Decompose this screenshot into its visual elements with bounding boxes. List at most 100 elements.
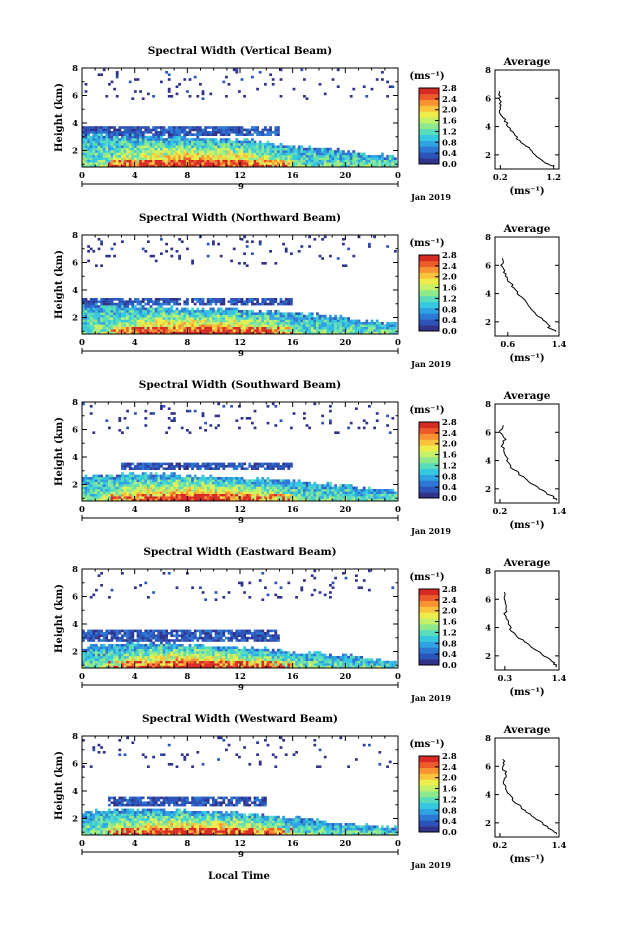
colorbar-unit: (ms⁻¹) <box>409 572 444 583</box>
chart-title: Spectral Width (Westward Beam) <box>142 713 338 725</box>
colorbar-tick-label: 2.0 <box>442 607 457 617</box>
y-tick-label: 4 <box>72 119 78 129</box>
day-label: 9 <box>238 850 244 860</box>
profile-frame <box>494 737 560 838</box>
profile-y-tick-label: 4 <box>485 123 491 133</box>
profile-unit: (ms⁻¹) <box>509 353 544 364</box>
x-tick-label: 0 <box>79 171 85 181</box>
profile-unit: (ms⁻¹) <box>509 854 544 865</box>
colorbar-tick-label: 2.4 <box>442 596 457 606</box>
x-tick-label: 4 <box>132 171 138 181</box>
heatmap-cells <box>82 235 397 335</box>
y-tick-label: 4 <box>72 453 78 463</box>
x-tick-label: 0 <box>395 505 401 515</box>
date-label: Jan 2019 <box>410 359 451 369</box>
profile-y-tick-label: 4 <box>485 290 491 300</box>
x-tick-label: 0 <box>395 839 401 849</box>
profile-y-tick-label: 4 <box>485 457 491 467</box>
heatmap-cells <box>82 402 397 502</box>
profile-y-tick-label: 6 <box>485 762 491 772</box>
colorbar-tick-label: 1.2 <box>442 294 457 304</box>
profile-title: Average <box>503 56 551 68</box>
profile-y-tick-label: 2 <box>485 819 491 829</box>
date-label: Jan 2019 <box>410 693 451 703</box>
x-tick-label: 0 <box>79 505 85 515</box>
profile-x-tick-label: 1.4 <box>552 674 567 684</box>
profile-y-tick-label: 6 <box>485 595 491 605</box>
colorbar-tick-label: 0.4 <box>442 149 457 159</box>
profile-frame <box>494 570 560 671</box>
y-tick-label: 8 <box>72 732 78 742</box>
panel-5: Spectral Width (Westward Beam)0 4 8 12 16 20 0… <box>54 713 566 870</box>
x-tick-label: 8 <box>184 505 190 515</box>
profile-x-tick-label: 0.2 <box>493 173 508 183</box>
chart-title: Spectral Width (Southward Beam) <box>139 379 341 391</box>
colorbar-tick-label: 1.6 <box>442 618 457 628</box>
colorbar-tick-label: 2.4 <box>442 262 457 272</box>
colorbar-tick-label: 1.2 <box>442 127 457 137</box>
x-tick-label: 12 <box>234 505 246 515</box>
x-tick-label: 0 <box>79 672 85 682</box>
chart-title: Spectral Width (Vertical Beam) <box>148 45 332 57</box>
date-label: Jan 2019 <box>410 192 451 202</box>
profile-title: Average <box>503 724 551 736</box>
chart-title: Spectral Width (Northward Beam) <box>139 212 341 224</box>
x-tick-label: 8 <box>184 672 190 682</box>
colorbar-tick-label: 1.6 <box>442 284 457 294</box>
x-tick-label: 4 <box>132 505 138 515</box>
colorbar-tick-label: 2.8 <box>442 251 457 261</box>
y-axis-label: Height (km) <box>54 417 65 486</box>
colorbar-tick-label: 0.8 <box>442 806 457 816</box>
x-tick-label: 16 <box>287 839 299 849</box>
x-tick-label: 12 <box>234 672 246 682</box>
profile-line <box>502 758 557 835</box>
colorbar-tick-label: 0.8 <box>442 472 457 482</box>
y-tick-label: 2 <box>72 648 78 658</box>
x-axis-label: Local Time <box>208 871 270 882</box>
profile-y-tick-label: 6 <box>485 261 491 271</box>
profile-y-tick-label: 8 <box>485 567 491 577</box>
colorbar-tick-label: 0.4 <box>442 817 457 827</box>
colorbar-tick-label: 2.4 <box>442 429 457 439</box>
profile-frame <box>494 69 560 170</box>
colorbar-tick-label: 0.8 <box>442 138 457 148</box>
x-tick-label: 8 <box>184 839 190 849</box>
colorbar-tick-label: 0.0 <box>442 494 457 504</box>
colorbar-tick-label: 1.2 <box>442 628 457 638</box>
heatmap-cells <box>82 68 397 168</box>
x-tick-label: 0 <box>79 338 85 348</box>
x-tick-label: 20 <box>339 672 351 682</box>
profile-x-tick-label: 1.4 <box>552 841 567 851</box>
profile-line <box>503 591 558 668</box>
colorbar-tick-label: 2.8 <box>442 418 457 428</box>
profile-line <box>497 91 554 167</box>
panel-1: Spectral Width (Vertical Beam)0 4 8 12 16 20 0… <box>54 45 561 202</box>
colorbar-tick-label: 0.0 <box>442 160 457 170</box>
colorbar-unit: (ms⁻¹) <box>409 405 444 416</box>
day-label: 9 <box>238 182 244 192</box>
colorbar <box>418 254 440 332</box>
profile-frame <box>494 236 560 337</box>
day-label: 9 <box>238 516 244 526</box>
colorbar-tick-label: 1.6 <box>442 117 457 127</box>
y-axis-label: Height (km) <box>54 83 65 152</box>
x-tick-label: 16 <box>287 171 299 181</box>
profile-title: Average <box>503 223 551 235</box>
profile-y-tick-label: 4 <box>485 624 491 634</box>
y-axis-label: Height (km) <box>54 250 65 319</box>
heatmap-cells <box>82 569 397 669</box>
y-tick-label: 4 <box>72 286 78 296</box>
y-tick-label: 6 <box>72 259 78 269</box>
colorbar-tick-label: 2.4 <box>442 95 457 105</box>
profile-y-tick-label: 6 <box>485 94 491 104</box>
colorbar-tick-label: 2.0 <box>442 774 457 784</box>
x-tick-label: 20 <box>339 171 351 181</box>
colorbar-unit: (ms⁻¹) <box>409 71 444 82</box>
colorbar <box>418 588 440 666</box>
profile-frame <box>494 403 560 504</box>
day-label: 9 <box>238 349 244 359</box>
panel-3: Spectral Width (Southward Beam)0 4 8 12 16 20… <box>54 379 566 536</box>
colorbar-tick-label: 0.4 <box>442 316 457 326</box>
profile-y-tick-label: 8 <box>485 66 491 76</box>
y-tick-label: 8 <box>72 64 78 74</box>
